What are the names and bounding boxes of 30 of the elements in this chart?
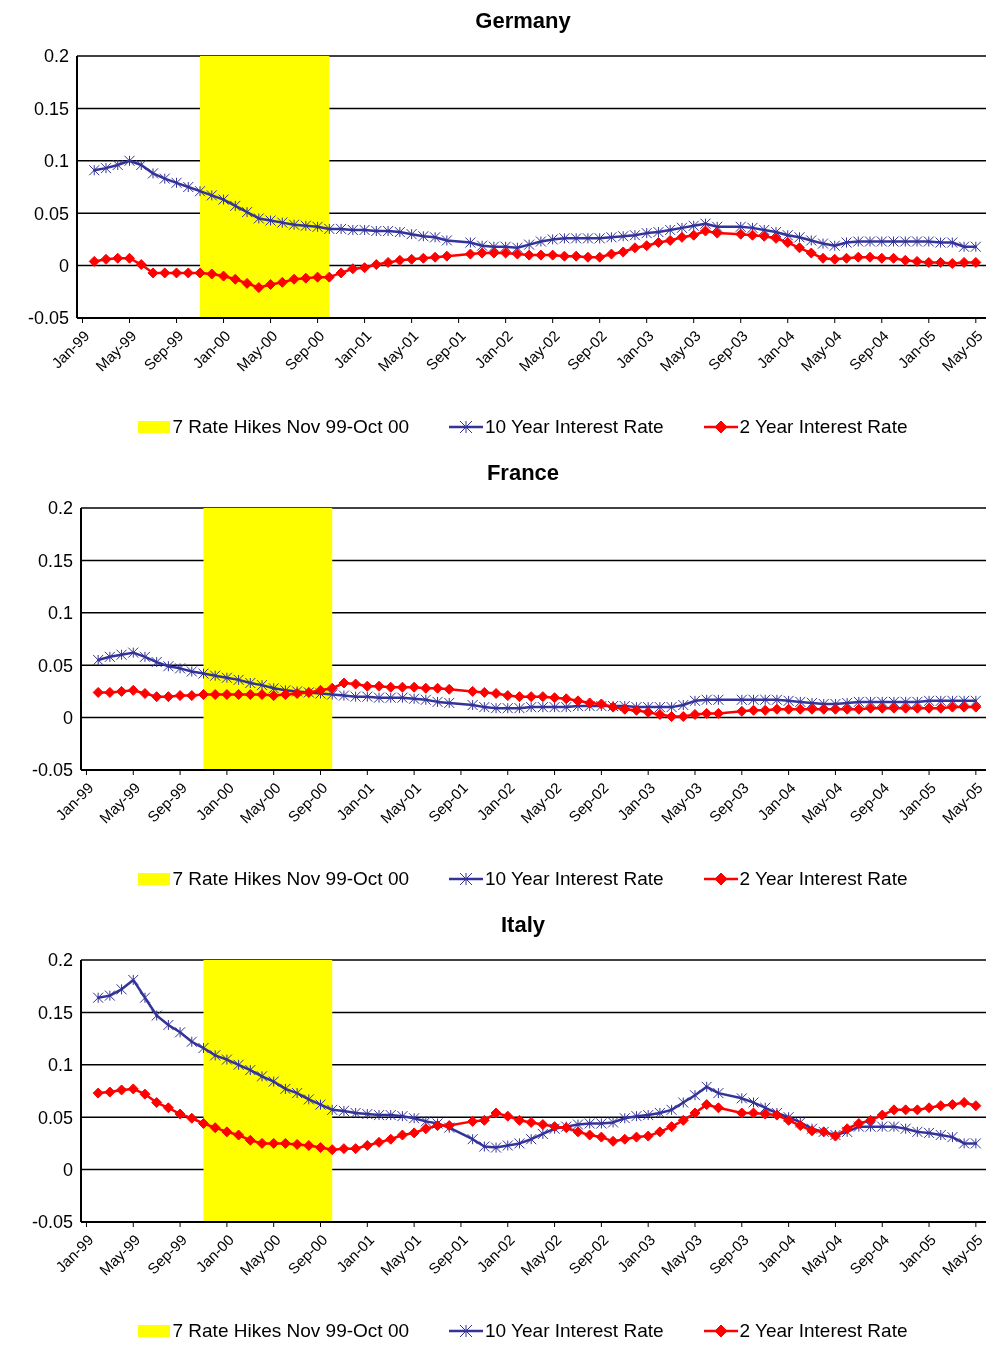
y-tick-label: 0.05 bbox=[37, 655, 73, 676]
y-tick-label: -0.05 bbox=[31, 760, 73, 781]
legend-label: 10 Year Interest Rate bbox=[485, 416, 664, 438]
y-tick-label: 0.1 bbox=[47, 1055, 73, 1076]
legend-label: 2 Year Interest Rate bbox=[739, 1320, 908, 1342]
chart-title: Germany bbox=[474, 7, 572, 35]
y-tick-label: 0.15 bbox=[33, 98, 69, 119]
y-tick-label: -0.05 bbox=[31, 1212, 73, 1233]
legend-label: 2 Year Interest Rate bbox=[739, 416, 908, 438]
y-tick-label: 0.2 bbox=[47, 498, 73, 519]
legend-label: 10 Year Interest Rate bbox=[485, 1320, 664, 1342]
legend-label: 2 Year Interest Rate bbox=[739, 868, 908, 890]
y-tick-label: 0.1 bbox=[43, 151, 69, 172]
legend-label: 7 Rate Hikes Nov 99-Oct 00 bbox=[172, 1320, 410, 1342]
y-tick-label: 0.05 bbox=[37, 1107, 73, 1128]
y-tick-label: 0.15 bbox=[37, 1002, 73, 1023]
y-tick-label: 0 bbox=[62, 1159, 73, 1180]
y-tick-label: 0.2 bbox=[43, 46, 69, 67]
legend-label: 7 Rate Hikes Nov 99-Oct 00 bbox=[172, 868, 410, 890]
y-tick-label: 0.1 bbox=[47, 603, 73, 624]
y-tick-label: -0.05 bbox=[27, 308, 69, 329]
y-tick-label: 0.2 bbox=[47, 950, 73, 971]
chart-title: Italy bbox=[500, 911, 546, 939]
y-tick-label: 0 bbox=[58, 255, 69, 276]
chart-title: France bbox=[485, 459, 561, 487]
y-tick-label: 0.15 bbox=[37, 550, 73, 571]
y-tick-label: 0 bbox=[62, 707, 73, 728]
y-tick-label: 0.05 bbox=[33, 203, 69, 224]
legend-label: 7 Rate Hikes Nov 99-Oct 00 bbox=[172, 416, 410, 438]
legend-label: 10 Year Interest Rate bbox=[485, 868, 664, 890]
